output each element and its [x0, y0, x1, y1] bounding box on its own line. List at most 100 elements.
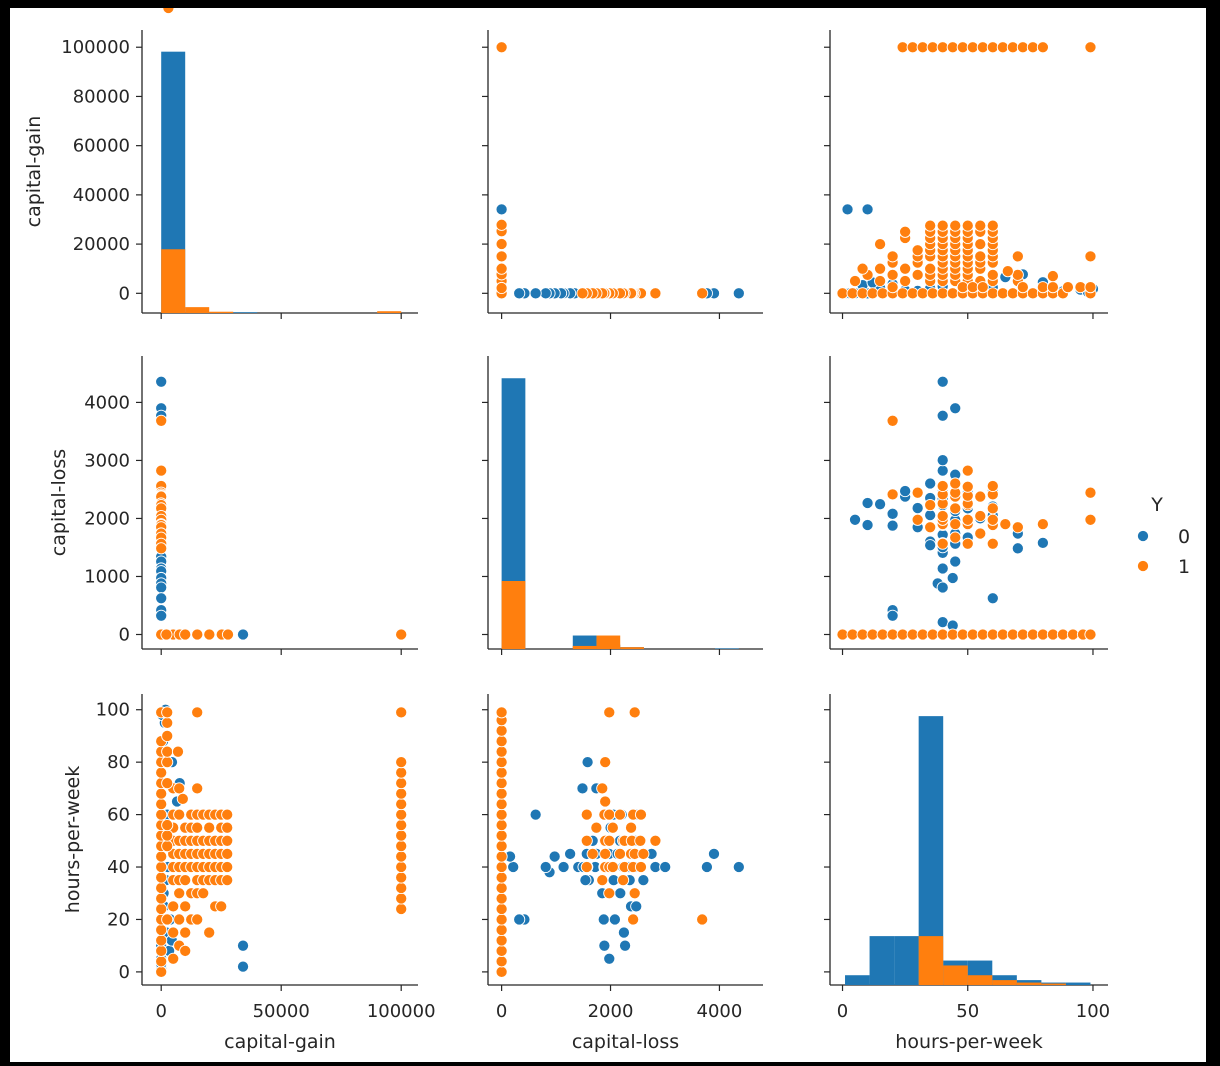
point-Y1	[874, 238, 887, 251]
point-Y1	[495, 281, 508, 295]
point-Y0	[539, 287, 552, 300]
point-Y1	[986, 628, 999, 641]
point-Y1	[1036, 518, 1049, 531]
point-Y1	[155, 850, 168, 863]
point-Y1	[161, 840, 174, 853]
point-Y0	[495, 203, 508, 216]
point-Y1	[628, 887, 641, 900]
y-tick-label: 3000	[84, 450, 130, 471]
point-Y1	[1026, 287, 1039, 300]
point-Y0	[576, 782, 589, 795]
y-tick-label: 40	[107, 857, 130, 878]
point-Y1	[986, 537, 999, 550]
point-Y0	[949, 402, 962, 415]
point-Y1	[628, 706, 641, 719]
point-Y1	[599, 756, 612, 769]
point-Y1	[495, 808, 508, 821]
point-Y1	[191, 821, 204, 834]
point-Y1	[899, 262, 912, 275]
point-Y1	[613, 847, 627, 860]
hist-bar-capital-gain-Y1	[377, 311, 402, 313]
point-Y1	[856, 628, 869, 641]
point-Y0	[936, 464, 949, 477]
point-Y1	[495, 735, 508, 748]
point-Y1	[976, 281, 989, 294]
point-Y1	[896, 628, 909, 641]
x-axis-label: hours-per-week	[895, 1031, 1042, 1053]
point-Y1	[916, 628, 929, 641]
point-Y1	[986, 287, 999, 300]
y-tick-label: 2000	[84, 508, 130, 529]
point-Y0	[659, 860, 672, 874]
point-Y0	[874, 498, 887, 511]
point-Y0	[155, 375, 168, 388]
point-Y0	[155, 609, 168, 622]
point-Y1	[155, 464, 168, 477]
point-Y1	[836, 628, 849, 641]
point-Y1	[606, 860, 619, 874]
y-tick-label: 0	[119, 283, 130, 304]
point-Y0	[155, 592, 168, 605]
point-Y1	[974, 250, 987, 263]
point-Y1	[221, 808, 234, 821]
point-Y1	[634, 808, 648, 821]
point-Y1	[886, 488, 899, 501]
legend-label: 1	[1178, 556, 1190, 578]
y-tick-label: 1000	[84, 566, 130, 587]
point-Y1	[637, 847, 650, 860]
point-Y1	[161, 829, 174, 842]
subplot-capital-gain-vs-capital-gain: 0 20000 40000 60000 80000 100000	[61, 30, 418, 319]
point-Y1	[155, 934, 168, 947]
point-Y1	[596, 782, 609, 795]
point-Y1	[495, 860, 508, 874]
point-Y0	[557, 860, 570, 874]
point-Y1	[949, 531, 962, 544]
point-Y1	[179, 628, 192, 641]
point-Y1	[924, 521, 937, 534]
point-Y0	[507, 860, 520, 874]
point-Y1	[167, 952, 180, 965]
point-Y1	[649, 834, 662, 847]
point-Y1	[876, 628, 889, 641]
point-Y1	[179, 926, 192, 939]
y-axis-label: capital-loss	[48, 449, 70, 556]
point-Y1	[173, 887, 186, 900]
point-Y1	[191, 782, 204, 795]
hist-bar-capital-loss-Y0	[715, 648, 739, 649]
point-Y1	[161, 706, 174, 719]
x-tick-label: 4000	[697, 1001, 743, 1022]
point-Y0	[732, 860, 745, 874]
point-Y1	[603, 887, 616, 900]
point-Y1	[395, 777, 408, 790]
subplot-hours-per-week-vs-hours-per-week: 0 50 100	[824, 694, 1110, 1022]
hist-bar-hours-per-week-Y1	[1016, 982, 1042, 985]
point-Y1	[171, 745, 185, 758]
point-Y1	[1011, 521, 1024, 534]
point-Y1	[495, 777, 508, 790]
point-Y0	[548, 850, 561, 863]
point-Y1	[395, 808, 408, 821]
point-Y1	[986, 268, 999, 281]
point-Y1	[936, 41, 949, 54]
hist-bar-hours-per-week-Y0	[1065, 982, 1091, 985]
x-tick-label: 50000	[253, 1001, 310, 1022]
hist-bar-hours-per-week-Y0	[845, 975, 870, 985]
hist-bar-hours-per-week-Y1	[967, 975, 993, 985]
point-Y1	[999, 518, 1012, 531]
point-Y1	[155, 923, 168, 936]
point-Y1	[1006, 287, 1019, 300]
point-Y1	[1006, 41, 1019, 54]
point-Y1	[936, 479, 949, 493]
point-Y1	[974, 490, 987, 503]
point-Y1	[221, 821, 234, 834]
point-Y1	[986, 513, 999, 526]
point-Y1	[946, 628, 959, 641]
point-Y0	[936, 409, 949, 422]
y-tick-label: 60000	[73, 136, 130, 157]
point-Y1	[495, 944, 508, 957]
point-Y1	[395, 840, 408, 853]
point-Y1	[896, 287, 909, 300]
point-Y1	[395, 756, 408, 769]
point-Y1	[936, 287, 949, 300]
subplot-capital-loss-vs-capital-gain	[482, 30, 763, 319]
